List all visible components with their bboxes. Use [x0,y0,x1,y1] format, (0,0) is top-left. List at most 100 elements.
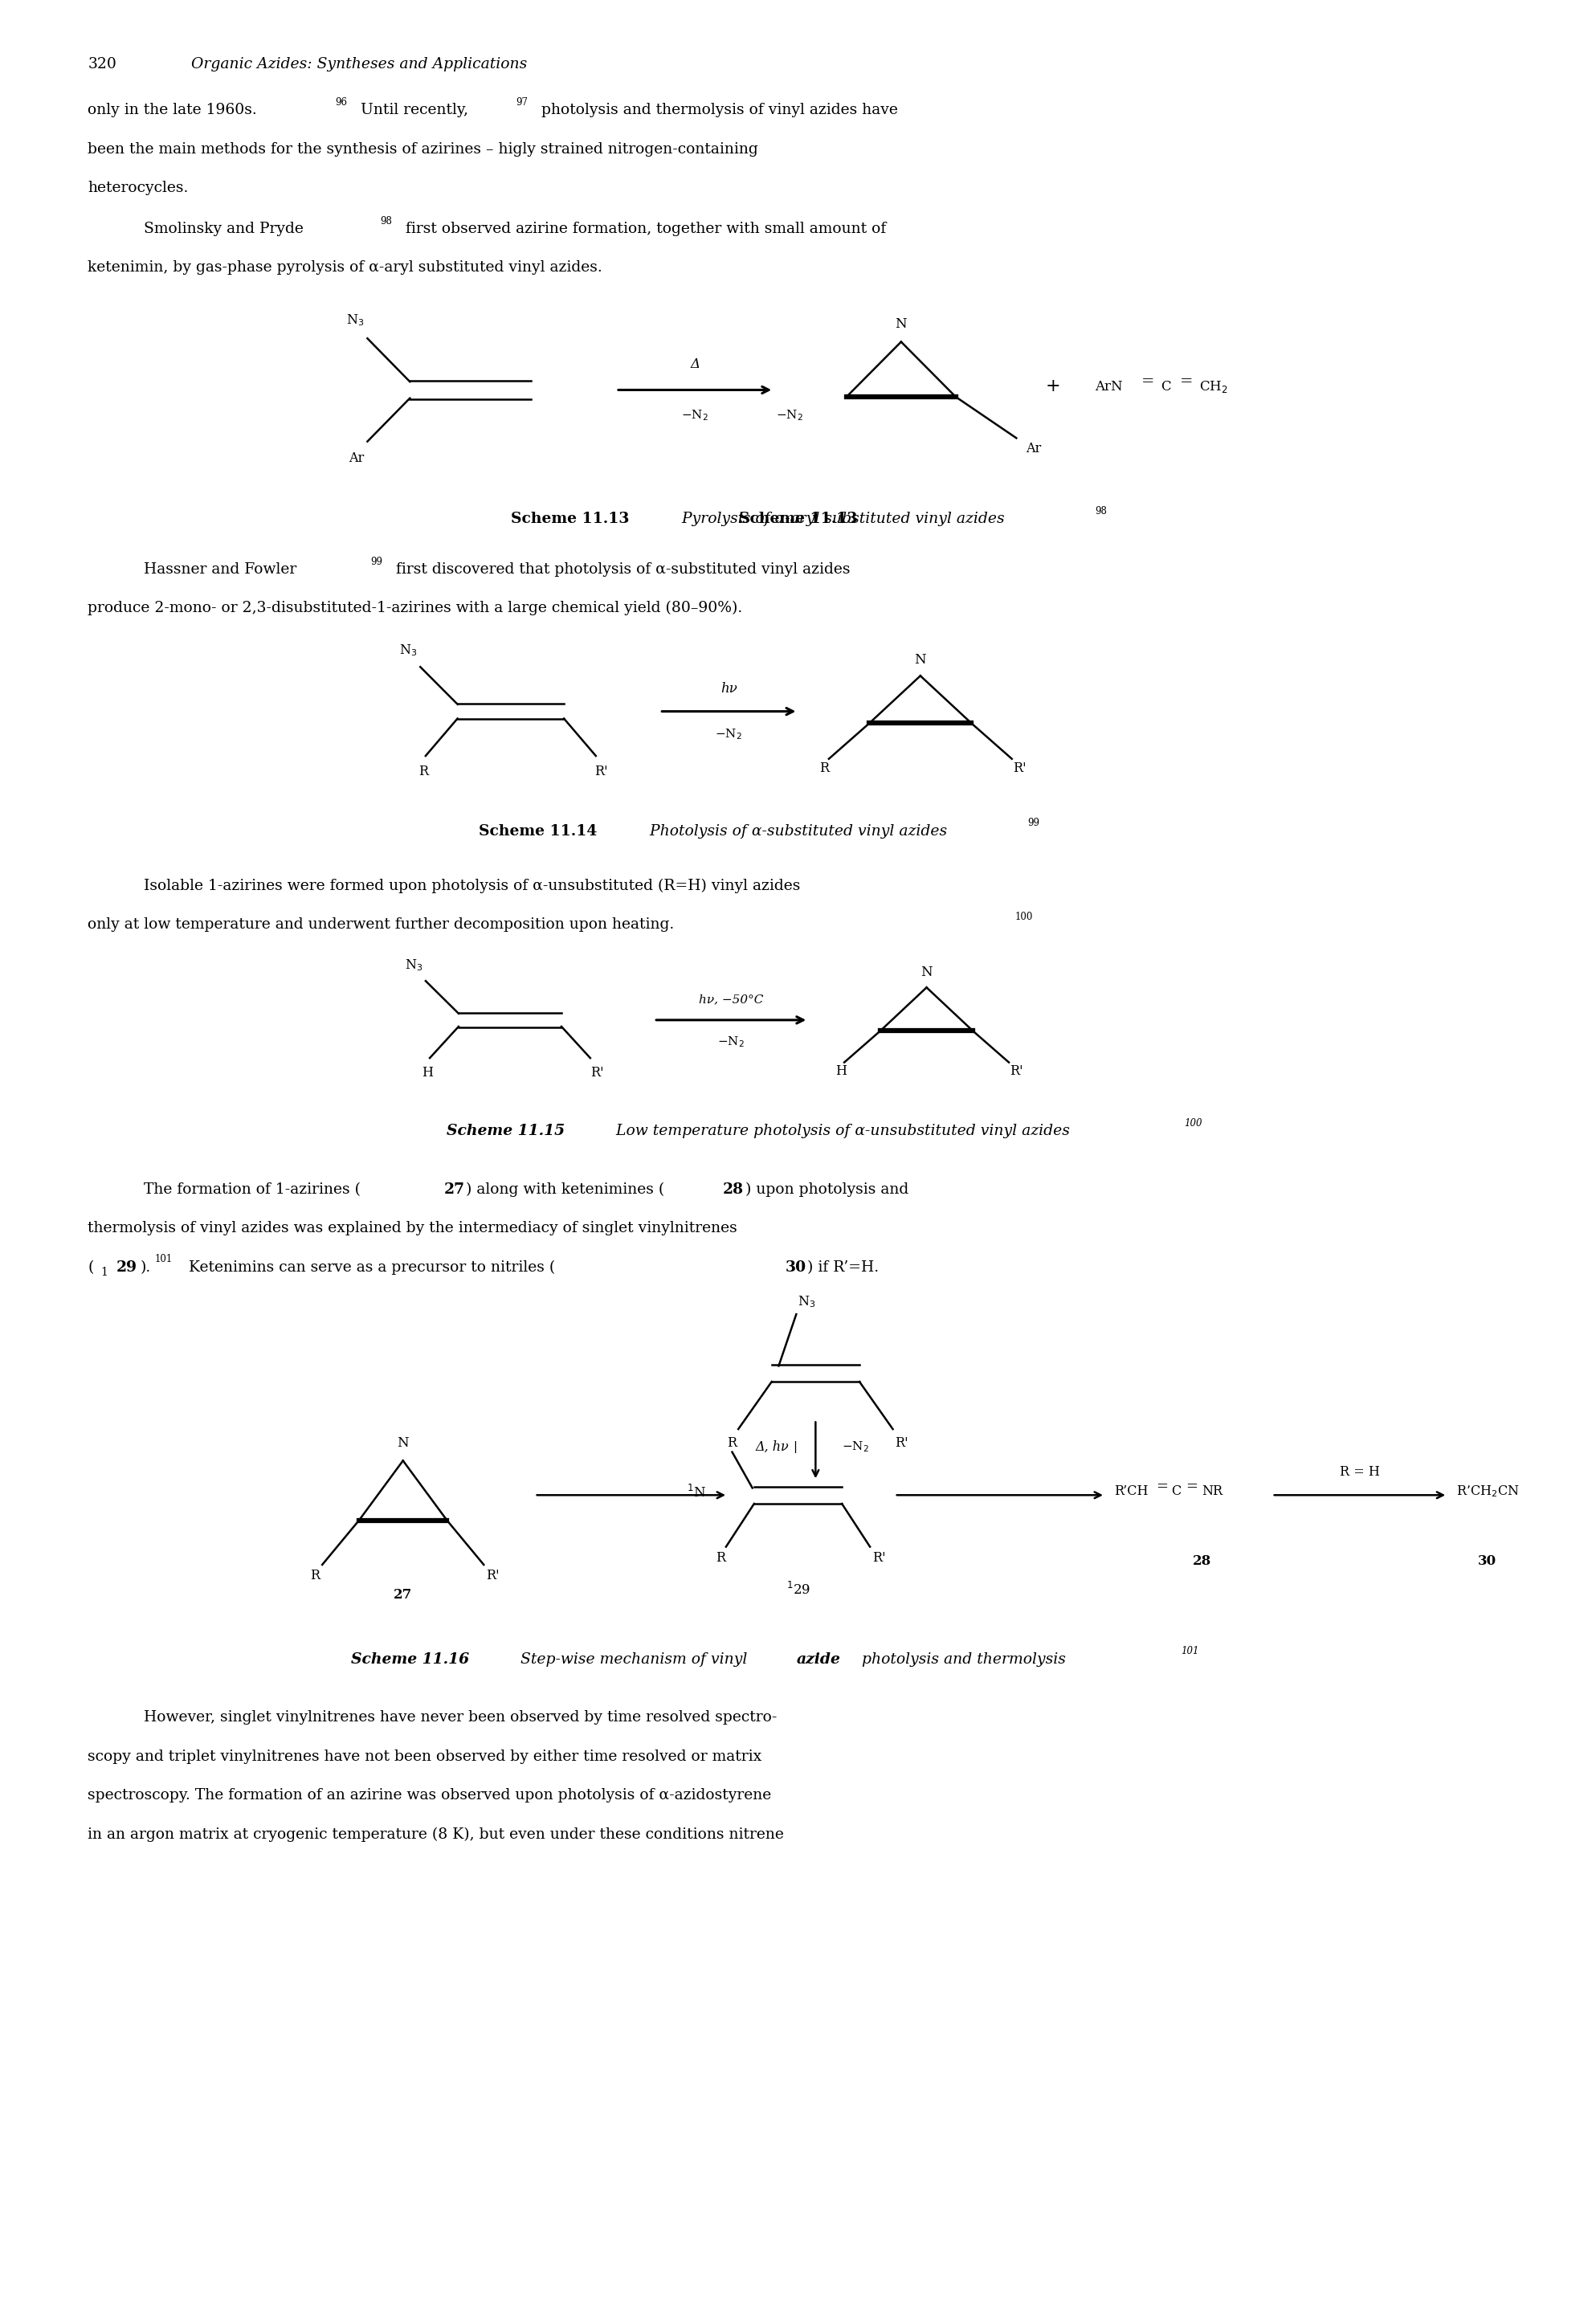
Text: Photolysis of α-substituted vinyl azides: Photolysis of α-substituted vinyl azides [635,824,946,838]
Text: thermolysis of vinyl azides was explained by the intermediacy of singlet vinylni: thermolysis of vinyl azides was explaine… [88,1222,737,1236]
Text: R': R' [871,1551,886,1565]
Text: been the main methods for the synthesis of azirines – higly strained nitrogen-co: been the main methods for the synthesis … [88,141,758,157]
Text: produce 2-mono- or 2,3-disubstituted-1-azirines with a large chemical yield (80–: produce 2-mono- or 2,3-disubstituted-1-a… [88,602,742,616]
Text: 27: 27 [394,1588,412,1602]
Text: ArN: ArN [1095,380,1124,394]
Text: R: R [310,1570,321,1583]
Text: R’CH$_2$CN: R’CH$_2$CN [1456,1484,1519,1500]
Text: Until recently,: Until recently, [356,102,468,118]
Text: =: = [1179,375,1194,389]
Text: =: = [1141,375,1154,389]
Text: first observed azirine formation, together with small amount of: first observed azirine formation, togeth… [401,222,886,236]
Text: R': R' [895,1435,908,1449]
Text: 29: 29 [117,1259,137,1276]
Text: N: N [397,1435,409,1449]
Text: −N$_2$: −N$_2$ [681,407,709,424]
Text: ).: ). [140,1259,152,1276]
Text: only at low temperature and underwent further decomposition upon heating.: only at low temperature and underwent fu… [88,917,675,931]
Text: Low temperature photolysis of α-unsubstituted vinyl azides: Low temperature photolysis of α-unsubsti… [602,1125,1069,1139]
Text: =: = [1156,1479,1168,1493]
Text: 100: 100 [1184,1118,1202,1130]
Text: 30: 30 [785,1259,806,1276]
Text: 100: 100 [1015,912,1033,921]
Text: Scheme 11.13: Scheme 11.13 [739,512,857,526]
Text: 101: 101 [155,1255,172,1264]
Text: R: R [418,764,428,778]
Text: R': R' [485,1570,500,1583]
Text: Ar: Ar [1026,442,1042,456]
Text: N: N [921,965,932,979]
Text: Scheme 11.13: Scheme 11.13 [511,512,629,526]
Text: R': R' [1012,762,1026,776]
Text: Ketenimins can serve as a precursor to nitriles (: Ketenimins can serve as a precursor to n… [184,1259,555,1276]
Text: (: ( [88,1259,94,1276]
Text: photolysis and thermolysis: photolysis and thermolysis [857,1653,1066,1667]
Text: hν, −50°C: hν, −50°C [699,993,763,1005]
Text: N$_3$: N$_3$ [798,1294,816,1310]
Text: Smolinsky and Pryde: Smolinsky and Pryde [144,222,303,236]
Text: ) along with ketenimines (: ) along with ketenimines ( [466,1183,664,1197]
Text: $^1$29: $^1$29 [787,1581,809,1597]
Text: NR: NR [1202,1484,1223,1498]
Text: 101: 101 [1181,1646,1199,1658]
Text: 28: 28 [1192,1556,1211,1567]
Text: −N$_2$: −N$_2$ [843,1440,870,1454]
Text: 96: 96 [335,97,348,109]
Text: N: N [915,653,926,667]
Text: H: H [836,1065,847,1079]
Text: −N$_2$: −N$_2$ [715,727,742,741]
Text: Δ, hν: Δ, hν [755,1440,788,1454]
Text: only in the late 1960s.: only in the late 1960s. [88,102,257,118]
Text: However, singlet vinylnitrenes have never been observed by time resolved spectro: However, singlet vinylnitrenes have neve… [144,1711,777,1725]
Text: 97: 97 [516,97,528,109]
Text: R: R [820,762,830,776]
Text: Organic Azides: Syntheses and Applications: Organic Azides: Syntheses and Applicatio… [192,56,527,72]
Text: R': R' [594,764,608,778]
Text: R': R' [1009,1065,1023,1079]
Text: N$_3$: N$_3$ [346,313,364,329]
Text: azide: azide [796,1653,841,1667]
Text: R’CH: R’CH [1114,1484,1148,1498]
Text: ketenimin, by gas-phase pyrolysis of α-aryl substituted vinyl azides.: ketenimin, by gas-phase pyrolysis of α-a… [88,262,602,275]
Text: 30: 30 [1478,1556,1497,1567]
Text: R = H: R = H [1339,1465,1381,1479]
Text: Isolable 1-azirines were formed upon photolysis of α-unsubstituted (R=H) vinyl a: Isolable 1-azirines were formed upon pho… [144,877,800,894]
Text: in an argon matrix at cryogenic temperature (8 K), but even under these conditio: in an argon matrix at cryogenic temperat… [88,1827,784,1843]
Text: =: = [1186,1479,1199,1493]
Text: Scheme 11.15: Scheme 11.15 [447,1125,565,1139]
Text: 28: 28 [723,1183,744,1197]
Text: CH$_2$: CH$_2$ [1200,380,1227,394]
Text: Scheme 11.14: Scheme 11.14 [479,824,597,838]
Text: R: R [717,1551,726,1565]
Text: C: C [1171,1484,1181,1498]
Text: $^1$N: $^1$N [686,1484,705,1500]
Text: first discovered that photolysis of α-substituted vinyl azides: first discovered that photolysis of α-su… [391,563,851,576]
Text: hν: hν [720,681,737,694]
Text: R': R' [591,1067,605,1079]
Text: Scheme 11.16: Scheme 11.16 [351,1653,469,1667]
Text: Ar: Ar [348,451,364,465]
Text: scopy and triplet vinylnitrenes have not been observed by either time resolved o: scopy and triplet vinylnitrenes have not… [88,1750,761,1764]
Text: 98: 98 [1095,505,1106,516]
Text: 99: 99 [370,556,383,567]
Text: N$_3$: N$_3$ [399,644,417,657]
Text: Hassner and Fowler: Hassner and Fowler [144,563,297,576]
Text: C: C [1160,380,1171,394]
Text: 27: 27 [444,1183,464,1197]
Text: 320: 320 [88,56,117,72]
Text: H: H [421,1067,434,1079]
Text: 99: 99 [1028,817,1041,829]
Text: ) if R’=H.: ) if R’=H. [808,1259,879,1276]
Text: The formation of 1-azirines (: The formation of 1-azirines ( [144,1183,361,1197]
Text: Pyrolysis of α-aryl substituted vinyl azides: Pyrolysis of α-aryl substituted vinyl az… [667,512,1004,526]
Text: −N$_2$: −N$_2$ [718,1035,745,1049]
Text: R: R [728,1435,737,1449]
Text: Δ: Δ [689,359,699,370]
Text: photolysis and thermolysis of vinyl azides have: photolysis and thermolysis of vinyl azid… [536,102,897,118]
Text: −N$_2$: −N$_2$ [776,407,803,424]
Text: Step-wise mechanism of vinyl: Step-wise mechanism of vinyl [506,1653,752,1667]
Text: N: N [895,317,907,331]
Text: ) upon photolysis and: ) upon photolysis and [745,1183,908,1197]
Text: 1: 1 [101,1266,107,1278]
Text: 98: 98 [380,215,391,227]
